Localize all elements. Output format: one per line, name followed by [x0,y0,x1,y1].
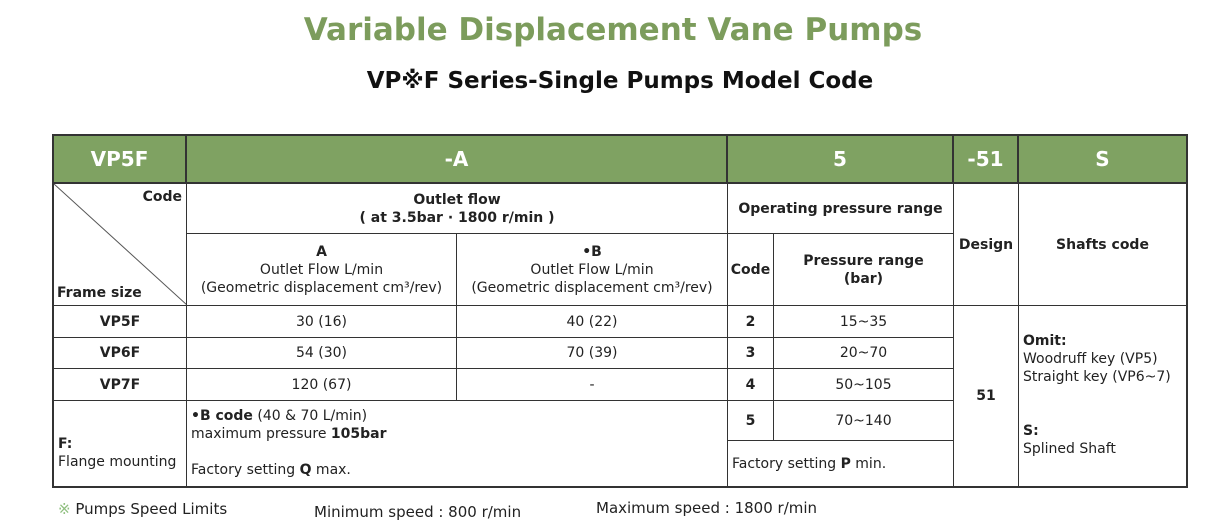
pressure-code: 4 [727,368,774,401]
flow-b-cell: 70 (39) [456,337,728,369]
frame-cell: VP7F [52,368,187,401]
note-mark-icon: ※ [58,500,71,518]
b-note-bold: •B code [191,408,253,424]
b-code-note: •B code (40 & 70 L/min) maximum pressure… [186,400,728,488]
flow-a-cell: 30 (16) [186,305,457,338]
pressure-range: 20~70 [773,337,954,369]
speed-limits-text: Pumps Speed Limits [75,500,228,518]
header-design: -51 [952,134,1019,184]
header-flow: -A [185,134,728,184]
frame-cell: VP5F [52,305,187,338]
flow-b-cell: 40 (22) [456,305,728,338]
frame-size-label: Frame size [57,285,142,301]
pressure-range: 50~105 [773,368,954,401]
col-b-line2: (Geometric displacement cm³/rev) [471,279,713,296]
design-value: 51 [953,305,1019,488]
pressure-range: 15~35 [773,305,954,338]
col-a-line1: Outlet Flow L/min [259,261,384,278]
outlet-flow-condition: ( at 3.5bar · 1800 r/min ) [359,209,555,226]
shaft-s-label: S: [1023,423,1039,439]
shaft-s-desc: Splined Shaft [1023,441,1116,457]
flow-b-cell: - [456,368,728,401]
min-speed: Minimum speed : 800 r/min [314,503,522,521]
mounting-cell: F: Flange mounting [52,400,187,488]
pressure-code: 3 [727,337,774,369]
frame-cell: VP6F [52,337,187,369]
flow-a-cell: 54 (30) [186,337,457,369]
pressure-note-text: Factory setting [732,455,841,472]
page-title: Variable Displacement Vane Pumps [303,12,923,48]
b-note-line2: maximum pressure [191,426,331,442]
header-shaft: S [1017,134,1188,184]
pressure-note: Factory setting P min. [727,440,954,488]
pressure-range: 70~140 [773,400,954,441]
mounting-desc: Flange mounting [58,453,177,470]
shafts-header: Shafts code [1018,183,1188,306]
col-b-header: •B Outlet Flow L/min (Geometric displaceme… [456,233,728,306]
mounting-code: F: [58,435,73,452]
code-label: Code [142,189,182,205]
b-note-max-pressure: 105bar [330,426,387,442]
max-speed: Maximum speed : 1800 r/min [596,499,818,517]
flow-a-cell: 120 (67) [186,368,457,401]
diagonal-header-cell: Code Frame size [52,183,187,306]
design-header: Design [953,183,1019,306]
operating-pressure-header: Operating pressure range [727,183,954,234]
shafts-desc: Omit: Woodruff key (VP5) Straight key (V… [1018,305,1188,488]
page-subtitle: VP※F Series-Single Pumps Model Code [366,68,874,94]
pressure-note-end: min. [850,455,887,472]
pressure-note-p: P [840,455,851,472]
pressure-code: 5 [727,400,774,441]
pressure-range-header: Pressure range (bar) [773,233,954,306]
header-pressure: 5 [726,134,954,184]
col-a-code: A [316,243,327,260]
pressure-code-header: Code [727,233,774,306]
b-note-text: (40 & 70 L/min) [252,408,368,424]
header-frame: VP5F [52,134,187,184]
shaft-omit-1: Woodruff key (VP5) [1023,351,1158,367]
outlet-flow-header: Outlet flow( at 3.5bar · 1800 r/min ) [186,183,728,234]
col-b-line1: Outlet Flow L/min [530,261,654,278]
b-note-line3-end: max. [311,462,351,478]
pressure-code: 2 [727,305,774,338]
diagonal-line [54,184,187,305]
b-note-q: Q [299,462,312,478]
shaft-omit-2: Straight key (VP6~7) [1023,369,1171,385]
col-a-header: A Outlet Flow L/min (Geometric displacemen… [186,233,457,306]
speed-limits-label: ※ Pumps Speed Limits [58,500,227,518]
col-a-line2: (Geometric displacement cm³/rev) [200,279,443,296]
b-note-line3: Factory setting [191,462,300,478]
shaft-omit-label: Omit: [1023,333,1067,349]
outlet-flow-title: Outlet flow [413,191,501,208]
col-b-code: •B [582,243,602,260]
